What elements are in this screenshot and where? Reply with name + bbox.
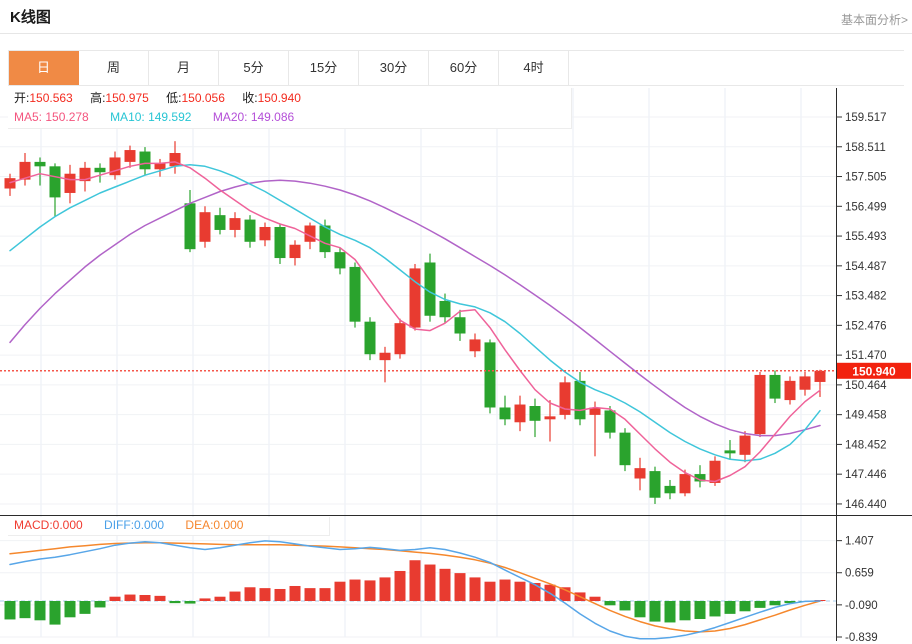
macd-legend: MACD:0.000: [14, 518, 83, 532]
macd-histogram: [4, 560, 826, 625]
svg-text:158.511: 158.511: [845, 142, 886, 154]
svg-text:148.452: 148.452: [845, 439, 887, 451]
svg-text:152.476: 152.476: [845, 320, 887, 332]
svg-text:-0.090: -0.090: [845, 600, 878, 612]
candles: [4, 141, 826, 504]
macd-legend-box: MACD:0.000 DIFF:0.000 DEA:0.000: [8, 517, 330, 536]
open-value: 150.563: [29, 91, 73, 105]
tabbar-filler: [569, 51, 904, 85]
tab-month[interactable]: 月: [149, 51, 219, 85]
low-label: 低:: [166, 91, 182, 105]
svg-text:151.470: 151.470: [845, 350, 887, 362]
open-label: 开:: [14, 91, 30, 105]
svg-text:149.458: 149.458: [845, 410, 887, 422]
svg-text:150.464: 150.464: [845, 380, 887, 392]
ma20-legend: MA20: 149.086: [212, 110, 295, 124]
svg-text:-0.839: -0.839: [845, 632, 878, 644]
high-value: 150.975: [105, 91, 149, 105]
svg-text:154.487: 154.487: [845, 261, 887, 273]
page-title: K线图: [10, 9, 51, 26]
dea-line: [9, 541, 821, 633]
tab-week[interactable]: 周: [79, 51, 149, 85]
tab-15min[interactable]: 15分: [289, 51, 359, 85]
svg-text:155.493: 155.493: [845, 231, 887, 243]
dea-legend: DEA:0.000: [185, 518, 244, 532]
svg-text:146.440: 146.440: [845, 499, 887, 511]
svg-text:147.446: 147.446: [845, 469, 887, 481]
ma10-legend: MA10: 149.592: [110, 110, 192, 124]
price-badge: 150.940: [837, 362, 911, 379]
tab-5min[interactable]: 5分: [219, 51, 289, 85]
diff-line: [9, 540, 821, 640]
ma20-line: [9, 179, 821, 437]
svg-text:1.407: 1.407: [845, 536, 874, 548]
axis-labels: 159.517 158.511 157.505 156.499 155.493 154.4…: [836, 112, 887, 644]
ohlc-legend-box: 开:150.563 高:150.975 低:150.056 收:150.940 …: [8, 88, 572, 129]
tab-60min[interactable]: 60分: [429, 51, 499, 85]
title-divider: [0, 33, 912, 34]
fundamental-analysis-link[interactable]: 基本面分析>: [840, 13, 908, 27]
high-label: 高:: [90, 91, 106, 105]
tab-day[interactable]: 日: [9, 51, 79, 85]
ma-legend-row: MA5: 150.278 MA10: 149.592 MA20: 149.086: [14, 108, 571, 127]
svg-text:0.659: 0.659: [845, 568, 874, 580]
close-label: 收:: [242, 91, 258, 105]
ma10-line: [9, 164, 821, 462]
panel-borders: [0, 88, 912, 641]
svg-text:157.505: 157.505: [845, 172, 887, 184]
diff-legend: DIFF:0.000: [104, 518, 165, 532]
tab-30min[interactable]: 30分: [359, 51, 429, 85]
svg-text:150.940: 150.940: [852, 364, 896, 378]
svg-text:153.482: 153.482: [845, 291, 887, 303]
tab-4hour[interactable]: 4时: [499, 51, 569, 85]
vertical-gridlines: [40, 88, 802, 637]
low-value: 150.056: [181, 91, 225, 105]
svg-text:156.499: 156.499: [845, 201, 887, 213]
ohlc-row: 开:150.563 高:150.975 低:150.056 收:150.940: [14, 88, 571, 108]
ma5-legend: MA5: 150.278: [14, 110, 89, 124]
ma5-line: [9, 161, 821, 483]
period-tabbar: 日 周 月 5分 15分 30分 60分 4时: [8, 50, 904, 86]
svg-text:159.517: 159.517: [845, 112, 887, 124]
close-value: 150.940: [257, 91, 301, 105]
